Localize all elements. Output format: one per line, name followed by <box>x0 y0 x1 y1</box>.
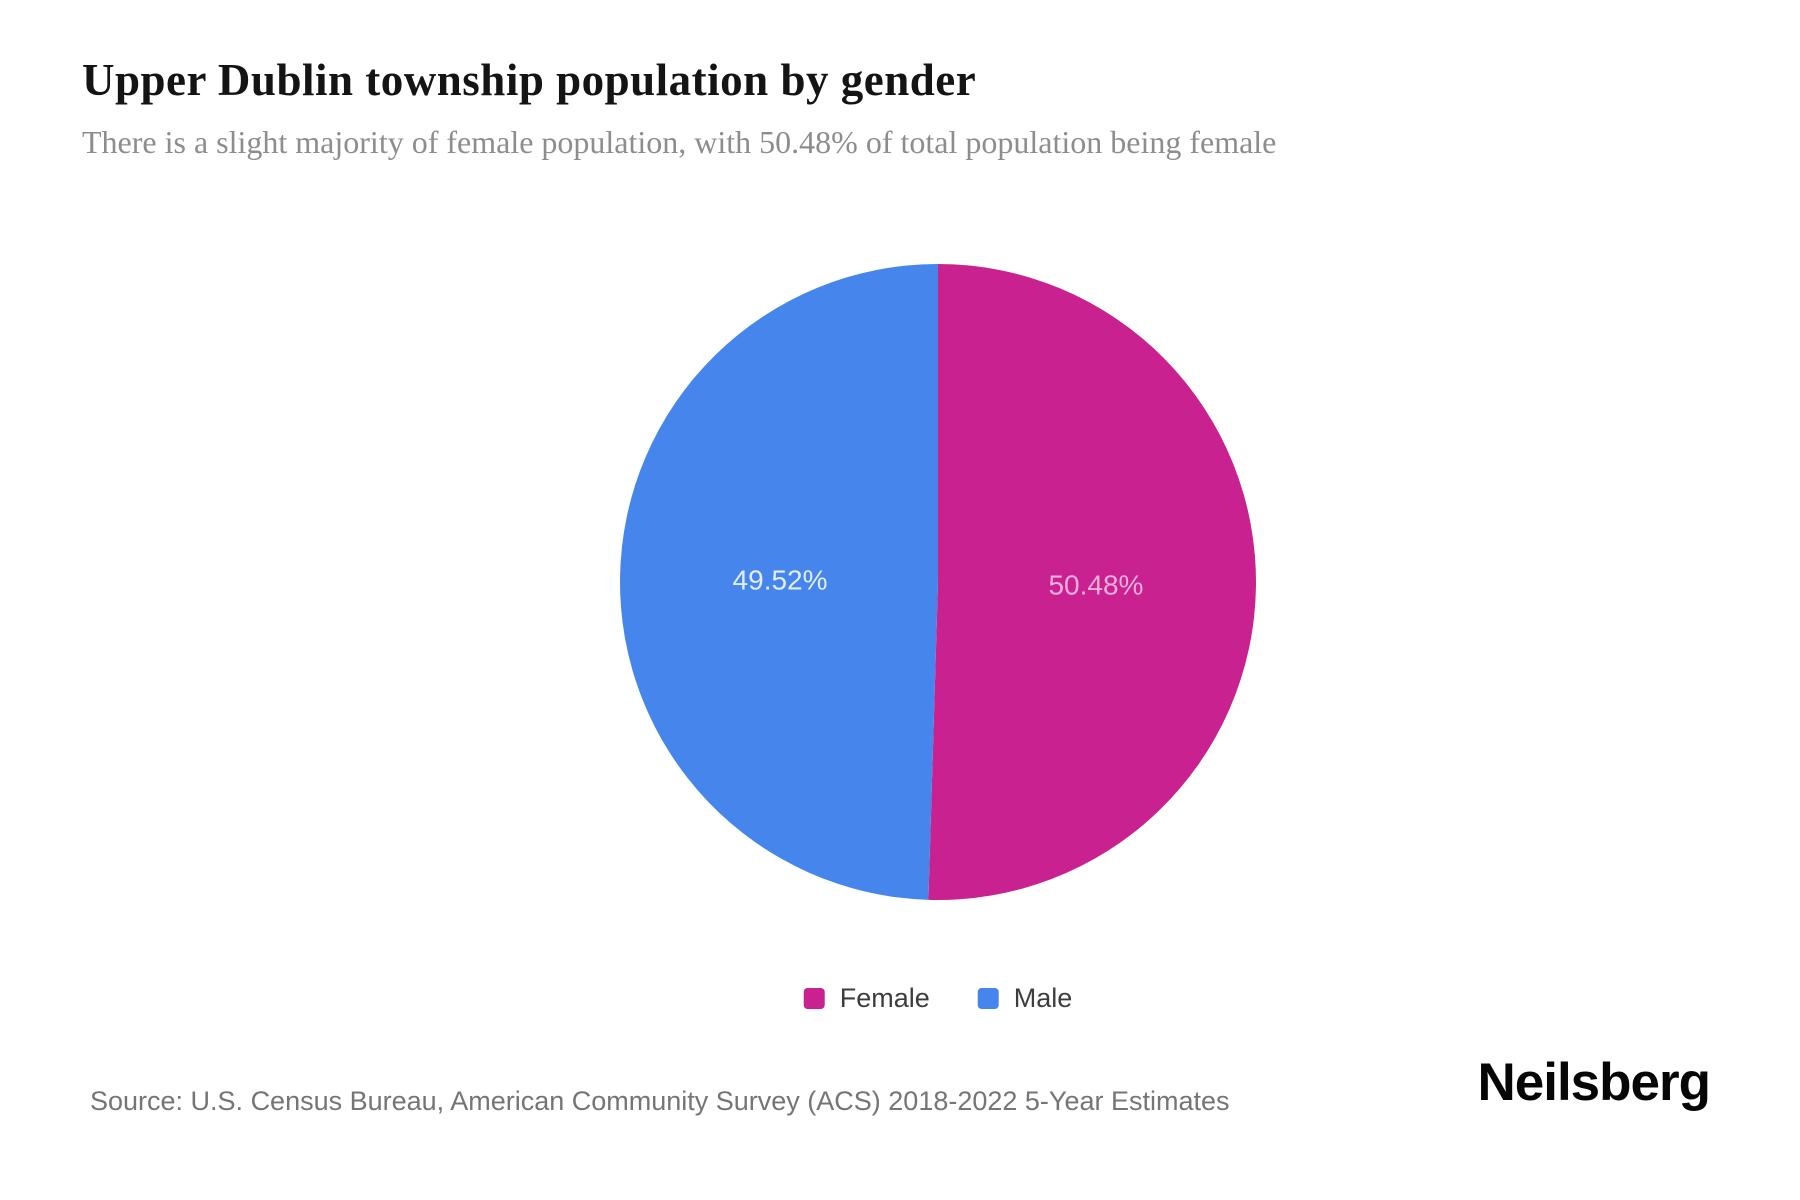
chart-title: Upper Dublin township population by gend… <box>82 55 977 105</box>
source-attribution: Source: U.S. Census Bureau, American Com… <box>90 1086 1230 1116</box>
legend-item-male: Male <box>977 983 1073 1014</box>
pie-slice-label-female: 50.48% <box>1048 569 1143 600</box>
legend-swatch-male <box>977 988 999 1009</box>
pie-chart-area: 50.48% 49.52% <box>608 252 1268 912</box>
chart-legend: Female Male <box>803 983 1073 1014</box>
legend-label-female: Female <box>839 983 930 1013</box>
pie-slice-male <box>620 264 938 900</box>
legend-item-female: Female <box>803 983 930 1014</box>
chart-subtitle: There is a slight majority of female pop… <box>82 124 1277 160</box>
pie-slice-label-male: 49.52% <box>733 565 828 596</box>
legend-label-male: Male <box>1013 983 1073 1013</box>
legend-swatch-female <box>803 988 825 1009</box>
pie-chart: 50.48% 49.52% <box>620 264 1257 901</box>
brand-logo: Neilsberg <box>1477 1053 1711 1112</box>
pie-slice-female <box>928 264 1257 901</box>
